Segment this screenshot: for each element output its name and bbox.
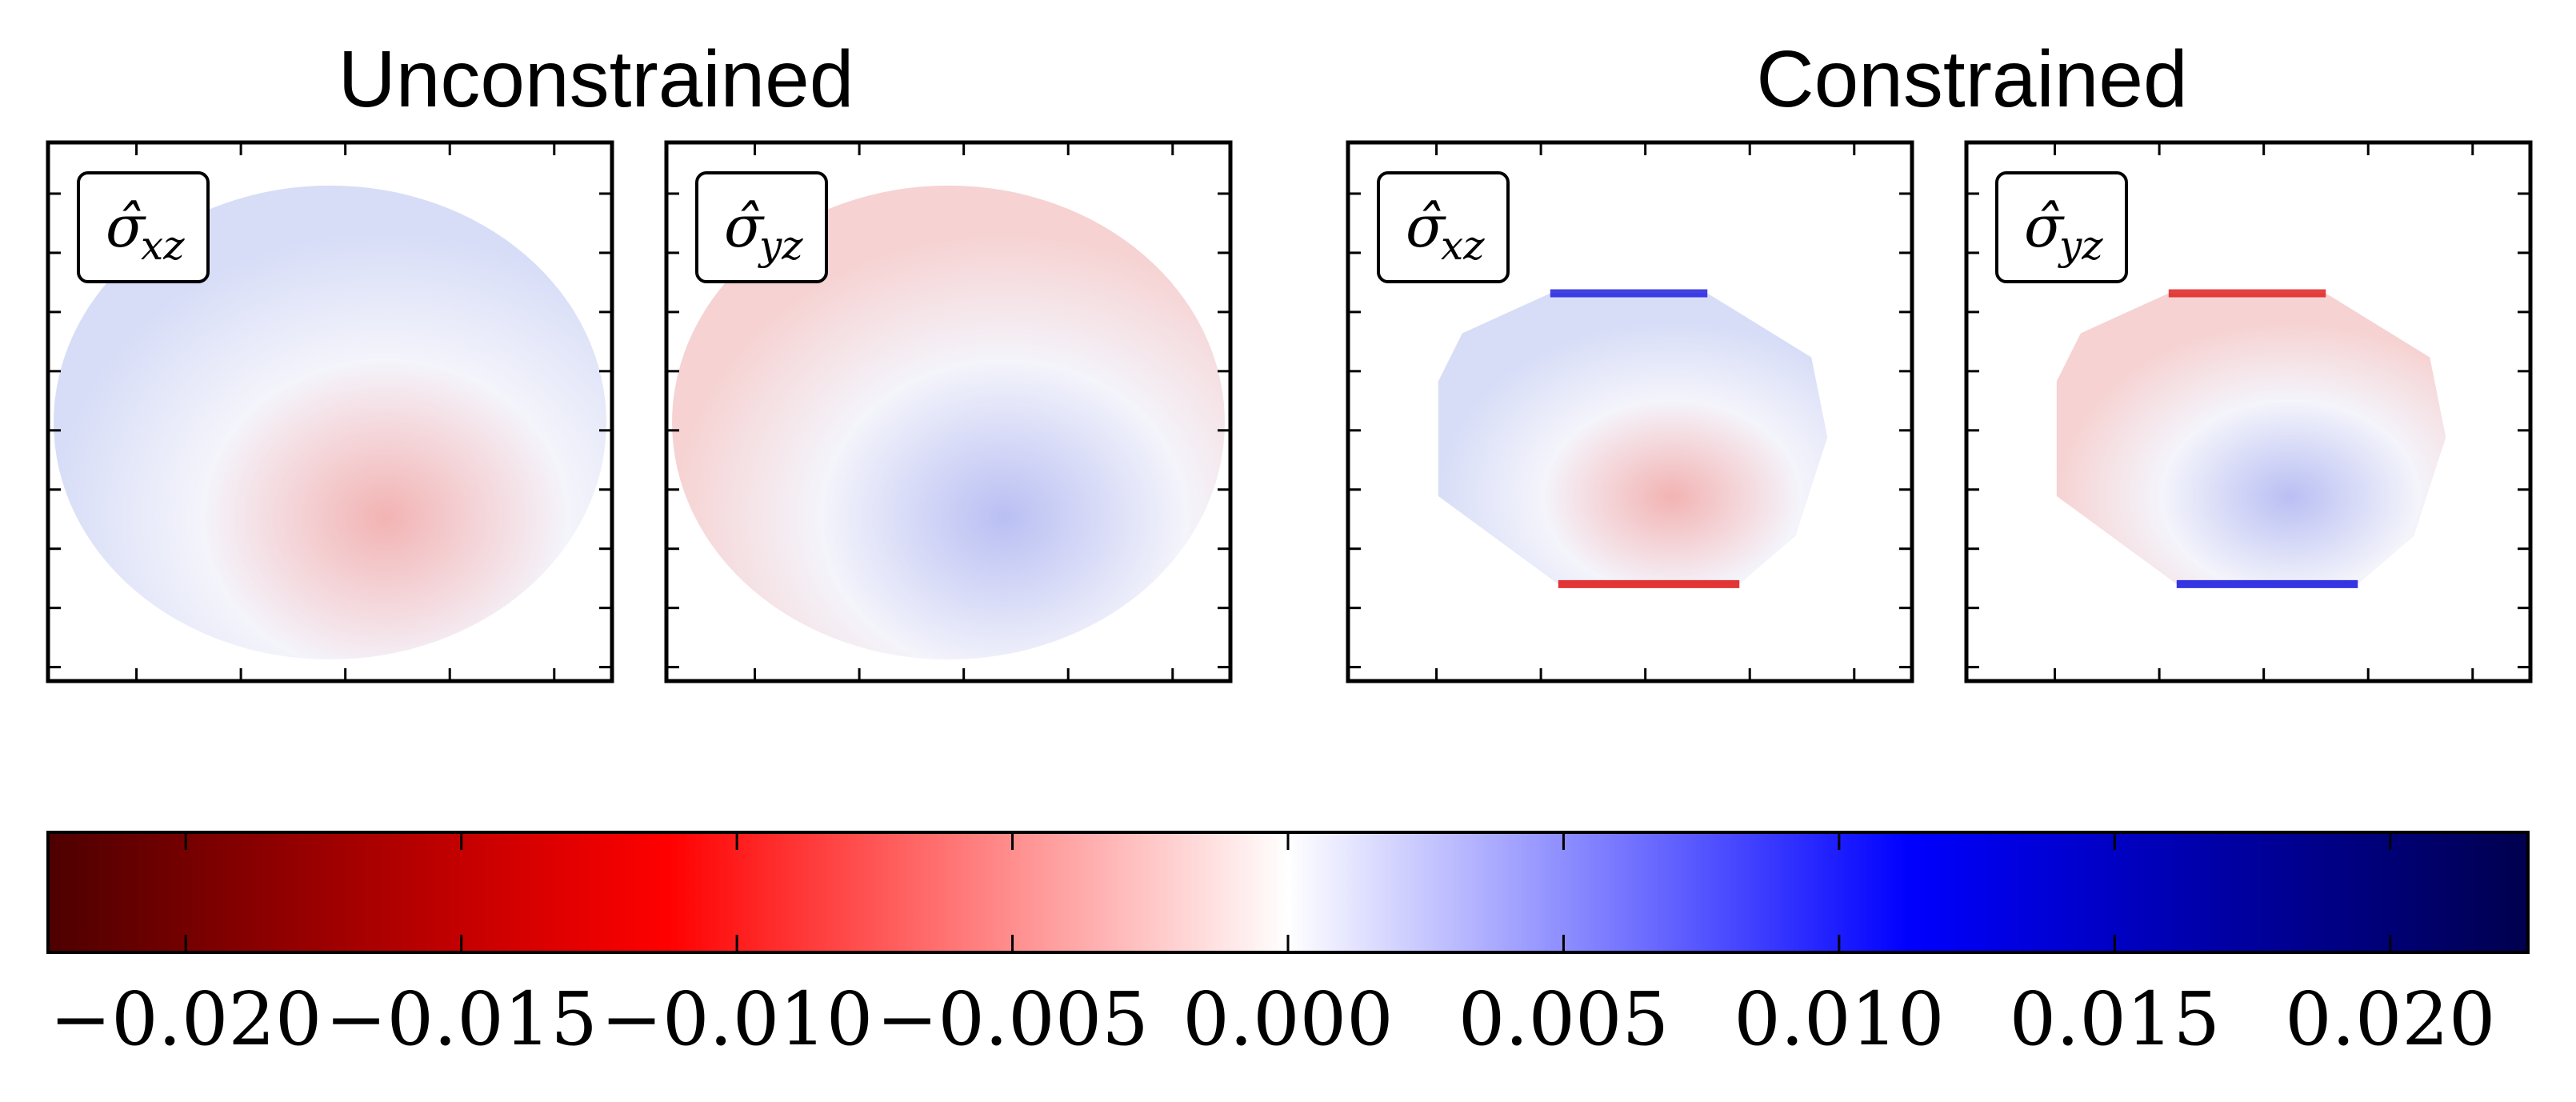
colorbar-tick-label: −0.020 — [50, 976, 322, 1062]
heatmap-panel-constrained-yz: σ̂yz — [1964, 140, 2533, 683]
colorbar-tick-label: 0.000 — [1182, 976, 1393, 1062]
colorbar-tick-label: −0.015 — [325, 976, 597, 1062]
panel-label-subscript: yz — [758, 222, 803, 269]
panel-label-sigma: σ̂ — [2024, 193, 2065, 260]
field-region — [1438, 293, 1828, 584]
panel-label-subscript: xz — [141, 222, 185, 269]
group-title-unconstrained: Unconstrained — [338, 34, 854, 124]
panel-label-box — [1995, 171, 2128, 283]
colorbar-tick-label: −0.005 — [876, 976, 1148, 1062]
colorbar — [46, 831, 2530, 954]
panel-label-box — [1377, 171, 1510, 283]
colorbar-tick-label: 0.010 — [1734, 976, 1944, 1062]
heatmap-panel-unconstrained-yz: σ̂yz — [664, 140, 1233, 683]
field-region — [54, 185, 606, 660]
colorbar-tick-label: 0.020 — [2285, 976, 2495, 1062]
colorbar-ticks: −0.020 −0.015 −0.010 −0.005 0.000 0.005 0.010 0… — [50, 832, 2495, 1062]
colorbar-tick-label: −0.010 — [601, 976, 873, 1062]
panel-label-subscript: yz — [2058, 222, 2103, 269]
heatmap-panel-constrained-xz: σ̂xz — [1346, 140, 1914, 683]
colorbar-tick-label: 0.005 — [1458, 976, 1669, 1062]
panel-label-subscript: xz — [1441, 222, 1485, 269]
panel-label-box — [77, 171, 210, 283]
panel-label-box — [695, 171, 828, 283]
panel-label-sigma: σ̂ — [1406, 193, 1446, 260]
panel-label-sigma: σ̂ — [106, 193, 146, 260]
group-title-constrained: Constrained — [1756, 34, 2187, 124]
field-region — [672, 185, 1225, 660]
heatmap-panel-unconstrained-xz: σ̂xz — [46, 140, 614, 683]
colorbar-tick-label: 0.015 — [2010, 976, 2220, 1062]
field-region — [2056, 293, 2446, 584]
panel-label-sigma: σ̂ — [724, 193, 765, 260]
